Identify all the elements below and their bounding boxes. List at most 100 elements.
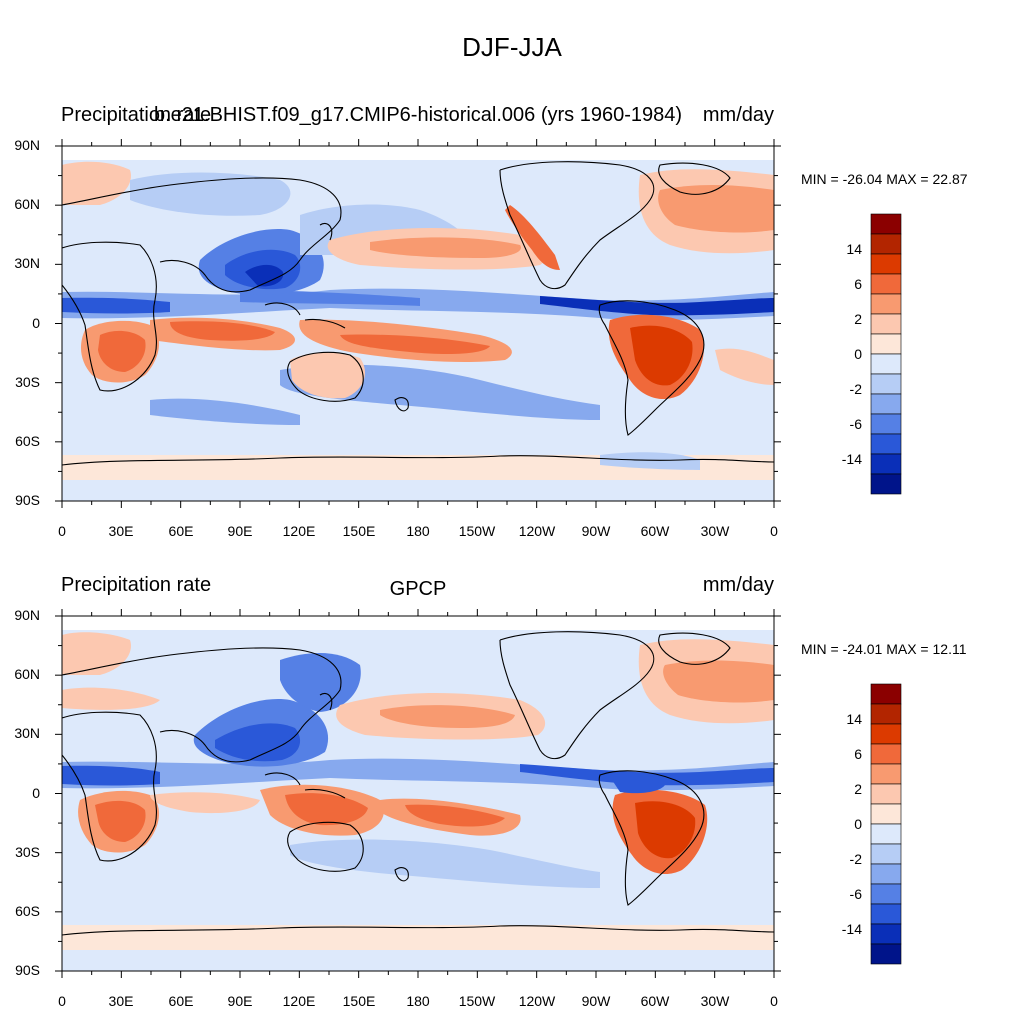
- colorbar-swatch: [870, 313, 902, 335]
- p1-lon-tick: 90W: [581, 523, 611, 539]
- p2-colorbar-label: 6: [854, 746, 862, 762]
- p2-lon-tick: 0: [58, 993, 66, 1009]
- p1-colorbar-label: -14: [841, 451, 862, 467]
- p2-lat-tick-90n: 90N: [14, 607, 40, 623]
- p1-lon-tick: 150W: [458, 523, 496, 539]
- p2-lon-tick: 30W: [700, 993, 730, 1009]
- colorbar-swatch: [870, 923, 902, 945]
- p1-lat-tick-60n: 60N: [14, 196, 40, 212]
- panel1-left-title: Precipitation rate: [61, 104, 212, 126]
- panel2-colorbar: [870, 683, 902, 965]
- colorbar-swatch: [870, 433, 902, 455]
- colorbar-swatch: [870, 883, 902, 905]
- colorbar-swatch: [870, 763, 902, 785]
- p1-lon-tick: 30E: [108, 523, 134, 539]
- p2-lat-tick-30s: 30S: [15, 844, 40, 860]
- p1-lon-tick: 60E: [168, 523, 194, 539]
- p2-lon-tick: 0: [770, 993, 778, 1009]
- colorbar-swatch: [870, 903, 902, 925]
- colorbar-swatch: [870, 823, 902, 845]
- p2-lat-tick-60s: 60S: [15, 903, 40, 919]
- p1-lat-tick-30n: 30N: [14, 255, 40, 271]
- p1-lon-tick: 120E: [282, 523, 316, 539]
- p2-lon-tick: 60W: [640, 993, 670, 1009]
- colorbar-swatch: [870, 943, 902, 965]
- panel2-minmax: MIN = -24.01 MAX = 12.11: [801, 641, 967, 657]
- map-background: [62, 146, 774, 501]
- panel2-left-title: Precipitation rate: [61, 574, 212, 596]
- p2-lon-tick: 120W: [518, 993, 556, 1009]
- p1-colorbar-label: 6: [854, 276, 862, 292]
- colorbar-swatch: [870, 863, 902, 885]
- p2-colorbar-label: 2: [854, 781, 862, 797]
- panel1-colorbar: [870, 213, 902, 495]
- p2-colorbar-label: -6: [849, 886, 862, 902]
- p2-lon-tick: 90W: [581, 993, 611, 1009]
- p2-lon-tick: 30E: [108, 993, 134, 1009]
- p2-colorbar-label: -14: [841, 921, 862, 937]
- colorbar-swatch: [870, 743, 902, 765]
- p1-colorbar-label: -6: [849, 416, 862, 432]
- colorbar-swatch: [870, 783, 902, 805]
- p2-lon-tick: 150E: [342, 993, 376, 1009]
- colorbar-swatch: [870, 803, 902, 825]
- p2-lat-tick-0: 0: [32, 785, 40, 801]
- p2-lat-tick-90s: 90S: [15, 962, 40, 978]
- axis-ticks: [55, 139, 781, 978]
- colorbar-swatch: [870, 723, 902, 745]
- panel2-map: [62, 616, 774, 971]
- panel1-minmax: MIN = -26.04 MAX = 22.87: [801, 171, 968, 187]
- map-background: [62, 616, 774, 971]
- p1-lon-tick: 180: [406, 523, 430, 539]
- p2-lat-tick-30n: 30N: [14, 725, 40, 741]
- colorbar-swatch: [870, 273, 902, 295]
- p1-lon-tick: 30W: [700, 523, 730, 539]
- p2-lat-tick-60n: 60N: [14, 666, 40, 682]
- colorbar-swatch: [870, 413, 902, 435]
- p1-colorbar-label: 0: [854, 346, 862, 362]
- colorbar-swatch: [870, 333, 902, 355]
- p1-lat-tick-0: 0: [32, 315, 40, 331]
- p1-lat-tick-90s: 90S: [15, 492, 40, 508]
- panel2-right-title: mm/day: [702, 574, 774, 596]
- colorbar-swatch: [870, 703, 902, 725]
- p1-lat-tick-90n: 90N: [14, 137, 40, 153]
- p1-colorbar-label: -2: [849, 381, 862, 397]
- colorbar-swatch: [870, 253, 902, 275]
- colorbar-swatch: [870, 473, 902, 495]
- p2-lon-tick: 60E: [168, 993, 194, 1009]
- panel2-frame: [61, 615, 775, 972]
- p1-lon-tick: 120W: [518, 523, 556, 539]
- panel1-map: [62, 146, 774, 501]
- panel1-right-title: mm/day: [702, 104, 774, 126]
- main-title: DJF-JJA: [462, 32, 562, 62]
- p2-colorbar-label: 0: [854, 816, 862, 832]
- p2-lon-tick: 180: [406, 993, 430, 1009]
- p1-lon-tick: 0: [770, 523, 778, 539]
- colorbar-swatch: [870, 293, 902, 315]
- p2-lon-tick: 90E: [227, 993, 253, 1009]
- colorbar-swatch: [870, 233, 902, 255]
- p1-lon-tick: 60W: [640, 523, 670, 539]
- p1-lon-tick: 0: [58, 523, 66, 539]
- p2-lon-tick: 120E: [282, 993, 316, 1009]
- p1-lat-tick-60s: 60S: [15, 433, 40, 449]
- p1-colorbar-label: 2: [854, 311, 862, 327]
- panel2-center-title: GPCP: [389, 578, 447, 600]
- colorbar-swatch: [870, 453, 902, 475]
- colorbar-swatch: [870, 393, 902, 415]
- colorbar-swatch: [870, 843, 902, 865]
- p2-colorbar-label: -2: [849, 851, 862, 867]
- panel1-center-title: b.e21.BHIST.f09_g17.CMIP6-historical.006…: [153, 104, 683, 126]
- p1-lon-tick: 150E: [342, 523, 376, 539]
- p1-lat-tick-30s: 30S: [15, 374, 40, 390]
- p2-colorbar-label: 14: [846, 711, 862, 727]
- colorbar-swatch: [870, 353, 902, 375]
- colorbar-swatch: [870, 683, 902, 705]
- colorbar-swatch: [870, 373, 902, 395]
- p1-lon-tick: 90E: [227, 523, 253, 539]
- p1-colorbar-label: 14: [846, 241, 862, 257]
- p2-lon-tick: 150W: [458, 993, 496, 1009]
- panel1-frame: [61, 145, 775, 502]
